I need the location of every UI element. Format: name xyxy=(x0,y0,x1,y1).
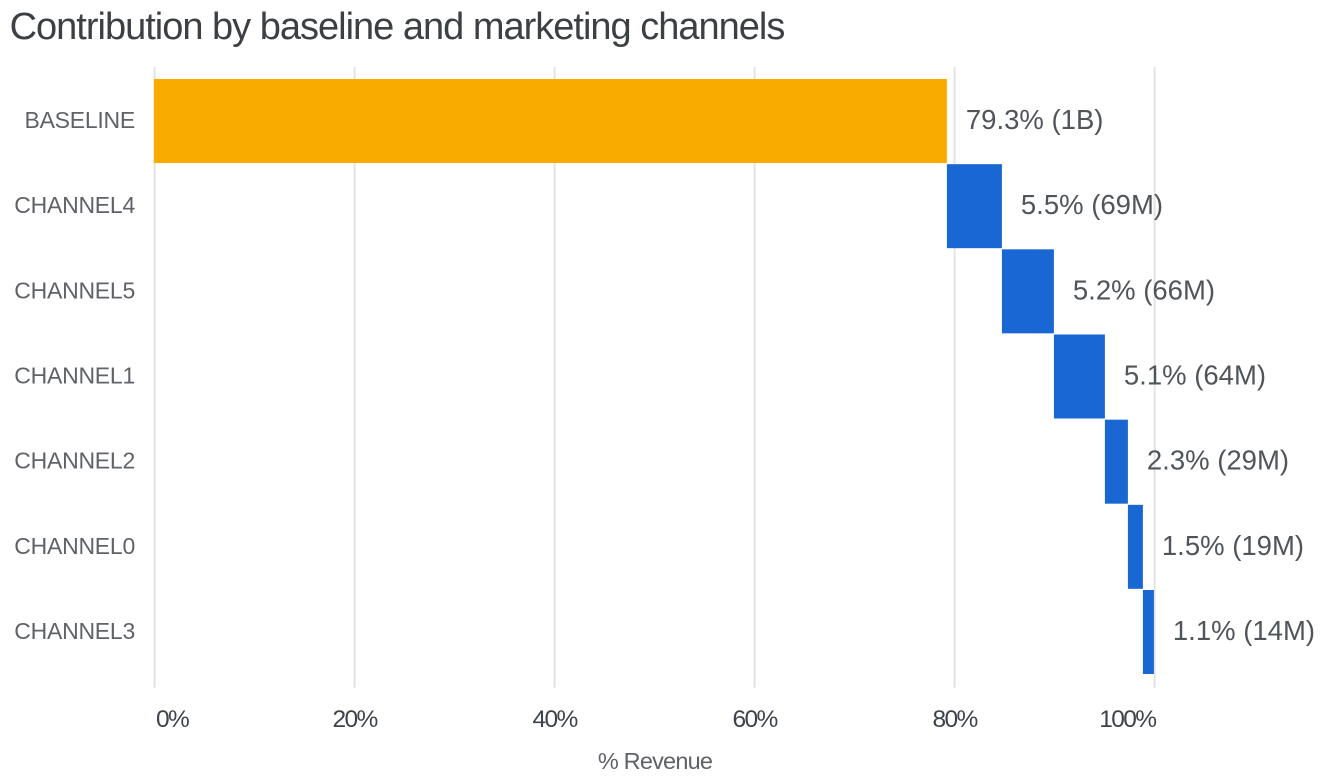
svg-text:1.5% (19M): 1.5% (19M) xyxy=(1162,530,1304,561)
svg-text:CHANNEL4: CHANNEL4 xyxy=(14,192,135,218)
svg-text:100%: 100% xyxy=(1099,706,1156,733)
svg-text:60%: 60% xyxy=(732,706,777,733)
svg-text:BASELINE: BASELINE xyxy=(25,107,136,133)
svg-text:CHANNEL2: CHANNEL2 xyxy=(14,448,135,474)
svg-text:5.5% (69M): 5.5% (69M) xyxy=(1021,189,1163,220)
svg-text:80%: 80% xyxy=(932,706,977,733)
svg-text:5.2% (66M): 5.2% (66M) xyxy=(1073,274,1215,305)
svg-text:1.1% (14M): 1.1% (14M) xyxy=(1173,615,1315,646)
svg-text:20%: 20% xyxy=(332,706,377,733)
svg-text:CHANNEL5: CHANNEL5 xyxy=(14,277,135,303)
svg-text:79.3% (1B): 79.3% (1B) xyxy=(966,104,1104,135)
svg-text:40%: 40% xyxy=(532,706,577,733)
svg-text:0%: 0% xyxy=(156,706,189,733)
svg-text:5.1% (64M): 5.1% (64M) xyxy=(1124,360,1266,391)
svg-text:CHANNEL0: CHANNEL0 xyxy=(14,533,135,559)
svg-text:Contribution by baseline and m: Contribution by baseline and marketing c… xyxy=(10,6,785,48)
svg-text:% Revenue: % Revenue xyxy=(598,748,713,774)
svg-text:2.3% (29M): 2.3% (29M) xyxy=(1147,445,1289,476)
svg-text:CHANNEL3: CHANNEL3 xyxy=(14,618,135,644)
svg-text:CHANNEL1: CHANNEL1 xyxy=(14,363,135,389)
